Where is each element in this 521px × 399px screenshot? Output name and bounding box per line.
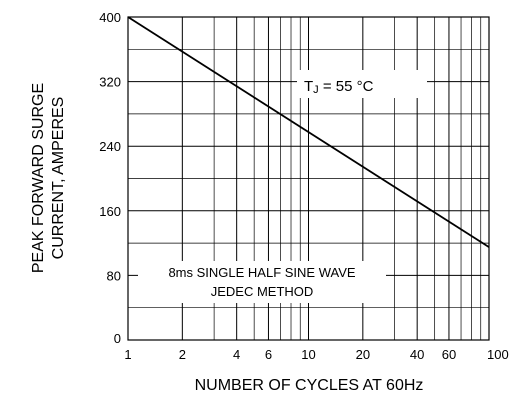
- x-tick-label: 6: [265, 347, 272, 362]
- surge-current-line: [127, 16, 490, 248]
- series-layer: [127, 16, 490, 248]
- x-tick-label: 4: [233, 347, 240, 362]
- x-tick-label: 1: [124, 347, 131, 362]
- y-tick-label: 240: [99, 139, 121, 154]
- x-tick-label: 20: [356, 347, 370, 362]
- test-method-line-1: 8ms SINGLE HALF SINE WAVE: [168, 265, 355, 280]
- y-tick-label: 0: [114, 331, 121, 346]
- x-tick-label: 10: [301, 347, 315, 362]
- x-axis-title: NUMBER OF CYCLES AT 60Hz: [195, 377, 424, 394]
- x-tick-label: 40: [410, 347, 424, 362]
- x-tick-label: 100: [487, 347, 509, 362]
- test-method-line-2: JEDEC METHOD: [211, 284, 314, 299]
- x-tick-label: 60: [442, 347, 456, 362]
- tj-subscript: J: [313, 84, 319, 96]
- y-axis-title: PEAK FORWARD SURGE CURRENT, AMPERES: [30, 83, 67, 273]
- plot-frame: [127, 16, 490, 341]
- tj-prefix: T: [304, 78, 313, 95]
- junction-temperature-label: TJ = 55 °C: [304, 78, 374, 96]
- x-tick-label: 2: [179, 347, 186, 362]
- tj-suffix: = 55 °C: [319, 78, 374, 95]
- y-tick-label: 160: [99, 204, 121, 219]
- junction-temperature-annotation: TJ = 55 °C: [297, 70, 427, 98]
- y-tick-label: 320: [99, 75, 121, 90]
- y-tick-labels: 0 80 160 240 320 400: [99, 10, 121, 346]
- y-axis-title-line-2: CURRENT, AMPERES: [50, 97, 67, 260]
- x-tick-labels: 1 2 4 6 10 20 40 60 100: [124, 347, 508, 362]
- y-tick-label: 400: [99, 10, 121, 25]
- y-axis-title-line-1: PEAK FORWARD SURGE: [30, 83, 47, 273]
- test-method-annotation: 8ms SINGLE HALF SINE WAVE JEDEC METHOD: [138, 261, 386, 303]
- y-tick-label: 80: [107, 268, 121, 283]
